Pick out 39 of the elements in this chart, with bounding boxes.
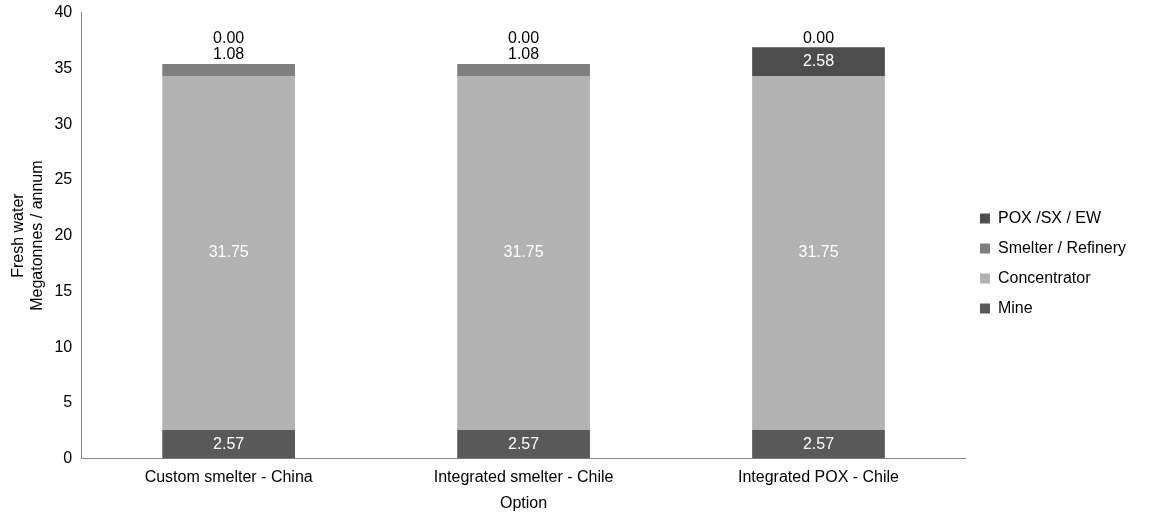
bar (162, 63, 296, 76)
data-label: 31.75 (208, 243, 249, 261)
bar (752, 47, 885, 76)
bar (457, 429, 590, 459)
x-tick-label: Integrated smelter - Chile (433, 467, 614, 485)
y-tick-label: 40 (54, 3, 73, 21)
bar (162, 429, 296, 459)
y-tick-label: 10 (54, 337, 73, 355)
y-tick-label: 5 (63, 393, 73, 411)
y-tick-label: 20 (54, 226, 73, 244)
data-label: 0.00 (508, 29, 540, 47)
data-label: 1.08 (213, 45, 245, 63)
y-tick-label: 30 (54, 114, 73, 132)
data-label: 0.00 (802, 28, 835, 46)
y-tick-label: 25 (54, 170, 73, 188)
data-label: 0.00 (213, 29, 245, 47)
y-axis-title: Fresh water Megatonnes / annum (9, 160, 46, 311)
x-tick-label: Integrated POX - Chile (738, 467, 900, 485)
x-axis-title: Option (500, 493, 548, 511)
y-tick-label: 15 (54, 281, 73, 299)
x-tick-label: Custom smelter - China (144, 467, 313, 485)
data-label: 2.57 (802, 434, 835, 452)
bar (752, 75, 885, 430)
bar (457, 63, 590, 76)
bar (457, 75, 590, 430)
data-label: 2.57 (213, 434, 245, 452)
legend-label: Smelter / Refinery (997, 238, 1127, 256)
data-label: 31.75 (503, 243, 544, 261)
data-label: 2.58 (802, 51, 835, 69)
bar (162, 75, 296, 430)
bar (752, 429, 885, 459)
y-tick-label: 35 (54, 58, 73, 76)
legend-label: Concentrator (997, 268, 1092, 286)
data-label: 2.57 (508, 434, 540, 452)
data-label: 1.08 (508, 45, 540, 63)
legend-label: POX /SX / EW (997, 208, 1102, 226)
data-label: 31.75 (798, 243, 839, 261)
legend-label: Mine (997, 298, 1033, 316)
y-tick-label: 0 (63, 449, 73, 467)
